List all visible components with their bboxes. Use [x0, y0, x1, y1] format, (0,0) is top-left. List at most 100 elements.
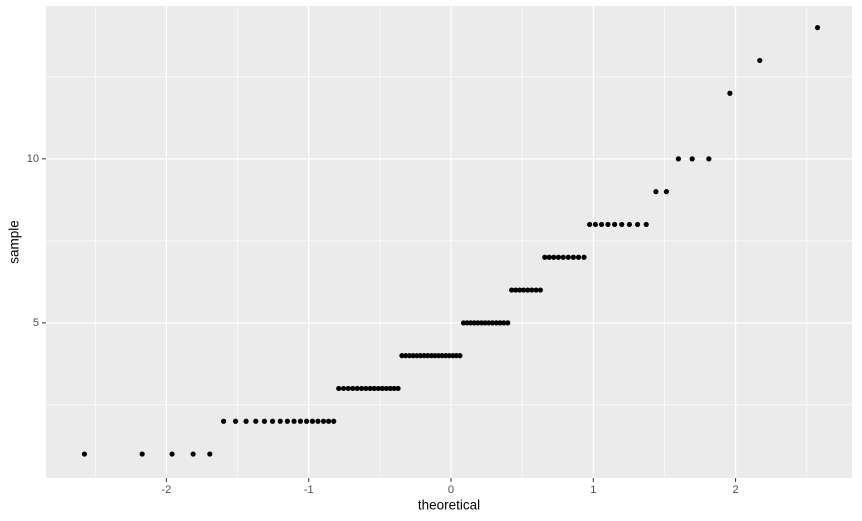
x-tick-label: 2 [733, 484, 739, 496]
point [663, 189, 670, 195]
point [586, 221, 593, 228]
point [689, 156, 695, 162]
point [406, 353, 413, 359]
point [421, 353, 427, 359]
point [417, 353, 423, 359]
point [432, 353, 438, 359]
point [493, 320, 499, 326]
point [326, 418, 332, 424]
point [520, 287, 527, 293]
point [320, 418, 327, 424]
x-tick-label: 1 [590, 484, 596, 496]
point [533, 287, 539, 293]
point [414, 353, 420, 359]
point [757, 57, 763, 64]
point [269, 418, 276, 424]
point [428, 353, 434, 359]
point [220, 418, 227, 424]
point [303, 418, 310, 424]
point [505, 320, 511, 326]
y-tick-label: 10 [27, 153, 39, 165]
point [546, 254, 552, 260]
point [643, 221, 649, 228]
point [190, 451, 196, 457]
point [619, 221, 625, 228]
point [350, 385, 356, 392]
point [391, 385, 397, 392]
point [482, 320, 488, 326]
point [340, 385, 347, 392]
point [460, 320, 467, 326]
point [575, 254, 582, 260]
x-axis-title: theoretical [418, 498, 480, 513]
point [81, 451, 88, 457]
point [371, 385, 377, 392]
point [435, 353, 442, 359]
point [354, 385, 360, 392]
point [471, 320, 477, 326]
points [81, 25, 821, 457]
point [309, 418, 315, 424]
point [501, 320, 507, 326]
point [581, 254, 587, 260]
point [464, 320, 470, 326]
point [529, 287, 535, 293]
point [367, 385, 373, 392]
point [453, 353, 459, 359]
point [612, 221, 618, 228]
x-tick-label: -1 [304, 484, 314, 496]
point [478, 320, 485, 326]
point [489, 320, 496, 326]
point [457, 353, 463, 359]
point [439, 353, 445, 359]
point [446, 353, 452, 359]
point [232, 418, 239, 424]
point [512, 287, 519, 293]
point [375, 385, 382, 392]
point [727, 90, 733, 96]
point [139, 451, 145, 457]
point [425, 353, 431, 359]
point [706, 156, 712, 162]
point [253, 418, 259, 424]
point [410, 353, 416, 359]
point [395, 385, 401, 392]
point [598, 221, 605, 228]
point [537, 287, 543, 293]
point [207, 451, 213, 457]
point [634, 221, 641, 228]
point [468, 320, 474, 326]
x-tick-label: -2 [161, 484, 171, 496]
point [653, 189, 659, 195]
point [570, 254, 576, 260]
y-axis-title: sample [7, 220, 22, 264]
point [675, 156, 681, 162]
point [291, 418, 297, 424]
point [387, 385, 393, 392]
point [475, 320, 481, 326]
point [486, 320, 492, 326]
point [542, 254, 548, 260]
point [442, 353, 449, 359]
point [331, 418, 337, 424]
point [315, 418, 321, 424]
point [497, 320, 503, 326]
point [555, 254, 562, 260]
point [450, 353, 456, 359]
point [605, 221, 611, 228]
point [297, 418, 304, 424]
grid [46, 6, 852, 478]
point [261, 418, 268, 424]
point [565, 254, 571, 260]
point [509, 287, 515, 293]
point [243, 418, 249, 424]
point [379, 385, 386, 392]
point [525, 287, 531, 293]
point [284, 418, 290, 424]
point [516, 287, 523, 293]
point [402, 353, 409, 359]
panel-background [46, 6, 852, 478]
point [336, 385, 342, 392]
point [363, 385, 369, 392]
